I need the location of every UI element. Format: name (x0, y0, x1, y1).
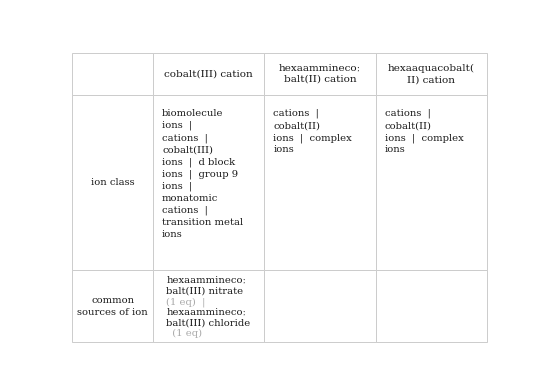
Bar (153, 53, 264, 95)
Text: biomolecule
ions  |
cations  |
cobalt(III)
ions  |  d block
ions  |  group 9
ion: biomolecule ions | cations | cobalt(III)… (162, 109, 243, 239)
Text: hexaamminecoː
balt(II) cation: hexaamminecoː balt(II) cation (279, 64, 361, 84)
Text: common
sources of ion: common sources of ion (78, 296, 148, 317)
Bar (264, 95, 376, 271)
Text: hexaaquacobalt(
II) cation: hexaaquacobalt( II) cation (388, 64, 475, 84)
Text: hexaamminecoː: hexaamminecoː (167, 308, 246, 317)
Bar (264, 53, 376, 95)
Bar (73, 95, 153, 271)
Bar (153, 271, 264, 342)
Text: cations  |
cobalt(II)
ions  |  complex
ions: cations | cobalt(II) ions | complex ions (274, 109, 352, 154)
Bar (376, 95, 487, 271)
Text: (1 eq): (1 eq) (167, 329, 203, 338)
Bar (376, 53, 487, 95)
Bar (73, 53, 153, 95)
Text: cations  |
cobalt(II)
ions  |  complex
ions: cations | cobalt(II) ions | complex ions (385, 109, 464, 154)
Text: cobalt(III) cation: cobalt(III) cation (164, 70, 253, 79)
Text: hexaamminecoː: hexaamminecoː (167, 276, 246, 285)
Bar (376, 271, 487, 342)
Bar (264, 271, 376, 342)
Text: balt(III) chloride: balt(III) chloride (167, 318, 251, 327)
Text: ion class: ion class (91, 178, 135, 187)
Bar (153, 95, 264, 271)
Text: balt(III) nitrate: balt(III) nitrate (167, 287, 244, 296)
Bar (73, 271, 153, 342)
Text: (1 eq)  |: (1 eq) | (167, 297, 206, 307)
